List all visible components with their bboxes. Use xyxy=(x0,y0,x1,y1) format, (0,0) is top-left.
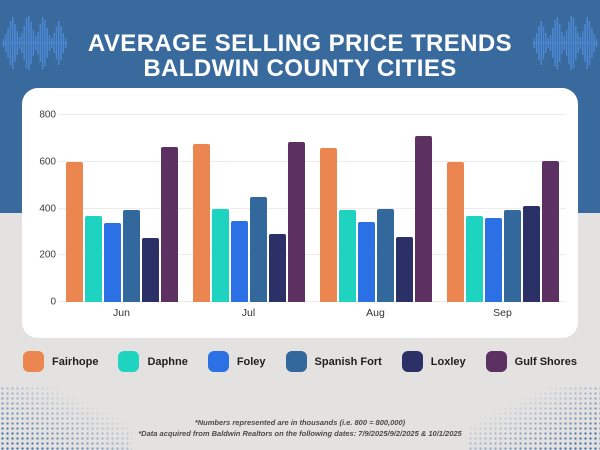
bar-gulf-shores-jul xyxy=(287,142,305,302)
bar-group-aug: Aug xyxy=(319,115,432,319)
bar-daphne-aug xyxy=(338,209,356,302)
gridline xyxy=(58,207,566,209)
footnote-line-2: *Data acquired from Baldwin Realtors on … xyxy=(138,429,462,438)
bar-gulf-shores-sep xyxy=(541,161,559,302)
bar-daphne-jul xyxy=(211,208,229,302)
x-tick-label: Jun xyxy=(113,307,130,319)
x-tick-label: Sep xyxy=(493,307,512,319)
bar-spanish-fort-jun xyxy=(122,209,140,302)
x-tick-label: Aug xyxy=(366,307,385,319)
legend-item-loxley: Loxley xyxy=(401,351,466,372)
bar-foley-jul xyxy=(230,220,248,302)
page-title-line2: BALDWIN COUNTY CITIES xyxy=(143,55,457,82)
legend-swatch-icon xyxy=(207,351,229,372)
bar-daphne-sep xyxy=(465,215,483,302)
page-title: AVERAGE SELLING PRICE TRENDS BALDWIN COU… xyxy=(0,31,600,81)
legend-item-daphne: Daphne xyxy=(118,351,188,372)
waveform-icon xyxy=(2,16,68,70)
gridline xyxy=(58,254,566,256)
bar-spanish-fort-aug xyxy=(376,208,394,302)
y-axis: 0 200 400 600 800 xyxy=(22,110,56,308)
bar-group-jun: Jun xyxy=(65,115,178,319)
legend-swatch-icon xyxy=(23,351,45,372)
footnotes: *Numbers represented are in thousands (i… xyxy=(0,417,600,439)
y-tick-label: 800 xyxy=(39,109,56,121)
bar-fairhope-aug xyxy=(319,147,337,302)
chart-card: 0 200 400 600 800 Jun Jul Aug Sep xyxy=(22,88,578,338)
page-title-line1: AVERAGE SELLING PRICE TRENDS xyxy=(87,30,513,57)
legend-item-fairhope: Fairhope xyxy=(23,351,98,372)
waveform-icon xyxy=(532,16,598,70)
legend-label: Spanish Fort xyxy=(314,355,382,368)
legend-item-gulf-shores: Gulf Shores xyxy=(485,351,577,372)
bar-foley-aug xyxy=(357,221,375,302)
legend-label: Daphne xyxy=(147,355,188,368)
bar-foley-jun xyxy=(103,222,121,302)
legend-label: Gulf Shores xyxy=(514,355,577,368)
bar-loxley-sep xyxy=(522,206,540,302)
legend-swatch-icon xyxy=(118,351,140,372)
bar-fairhope-sep xyxy=(446,162,464,302)
legend-swatch-icon xyxy=(485,351,507,372)
plot-area: Jun Jul Aug Sep xyxy=(58,114,566,319)
bar-loxley-jun xyxy=(141,237,159,302)
legend-label: Foley xyxy=(236,355,266,368)
y-tick-label: 600 xyxy=(39,156,56,168)
bar-group-jul: Jul xyxy=(192,115,305,319)
bar-daphne-jun xyxy=(84,215,102,302)
y-tick-label: 200 xyxy=(39,249,56,261)
legend-item-foley: Foley xyxy=(207,351,266,372)
bar-fairhope-jun xyxy=(65,161,83,302)
gridline xyxy=(58,114,566,115)
bar-group-sep: Sep xyxy=(446,115,559,319)
bar-gulf-shores-aug xyxy=(414,136,432,302)
bar-groups: Jun Jul Aug Sep xyxy=(58,115,566,319)
legend-swatch-icon xyxy=(285,351,307,372)
bar-loxley-aug xyxy=(395,236,413,302)
bar-spanish-fort-sep xyxy=(503,210,521,302)
footnote-line-1: *Numbers represented are in thousands (i… xyxy=(194,418,406,427)
bar-loxley-jul xyxy=(268,233,286,302)
legend: Fairhope Daphne Foley Spanish Fort Loxley Gul… xyxy=(0,351,600,372)
legend-swatch-icon xyxy=(401,351,423,372)
y-tick-label: 0 xyxy=(50,296,56,308)
gridline xyxy=(58,160,566,162)
halftone-pattern-left xyxy=(0,386,132,450)
bar-fairhope-jul xyxy=(192,144,210,302)
gridline xyxy=(58,301,566,302)
halftone-pattern-right xyxy=(468,386,600,450)
legend-label: Fairhope xyxy=(52,355,99,368)
legend-item-spanish-fort: Spanish Fort xyxy=(285,351,382,372)
bar-foley-sep xyxy=(484,217,502,302)
bar-spanish-fort-jul xyxy=(249,196,267,302)
bar-gulf-shores-jun xyxy=(160,146,178,302)
x-tick-label: Jul xyxy=(241,307,256,319)
y-tick-label: 400 xyxy=(39,203,56,214)
legend-label: Loxley xyxy=(430,355,466,368)
